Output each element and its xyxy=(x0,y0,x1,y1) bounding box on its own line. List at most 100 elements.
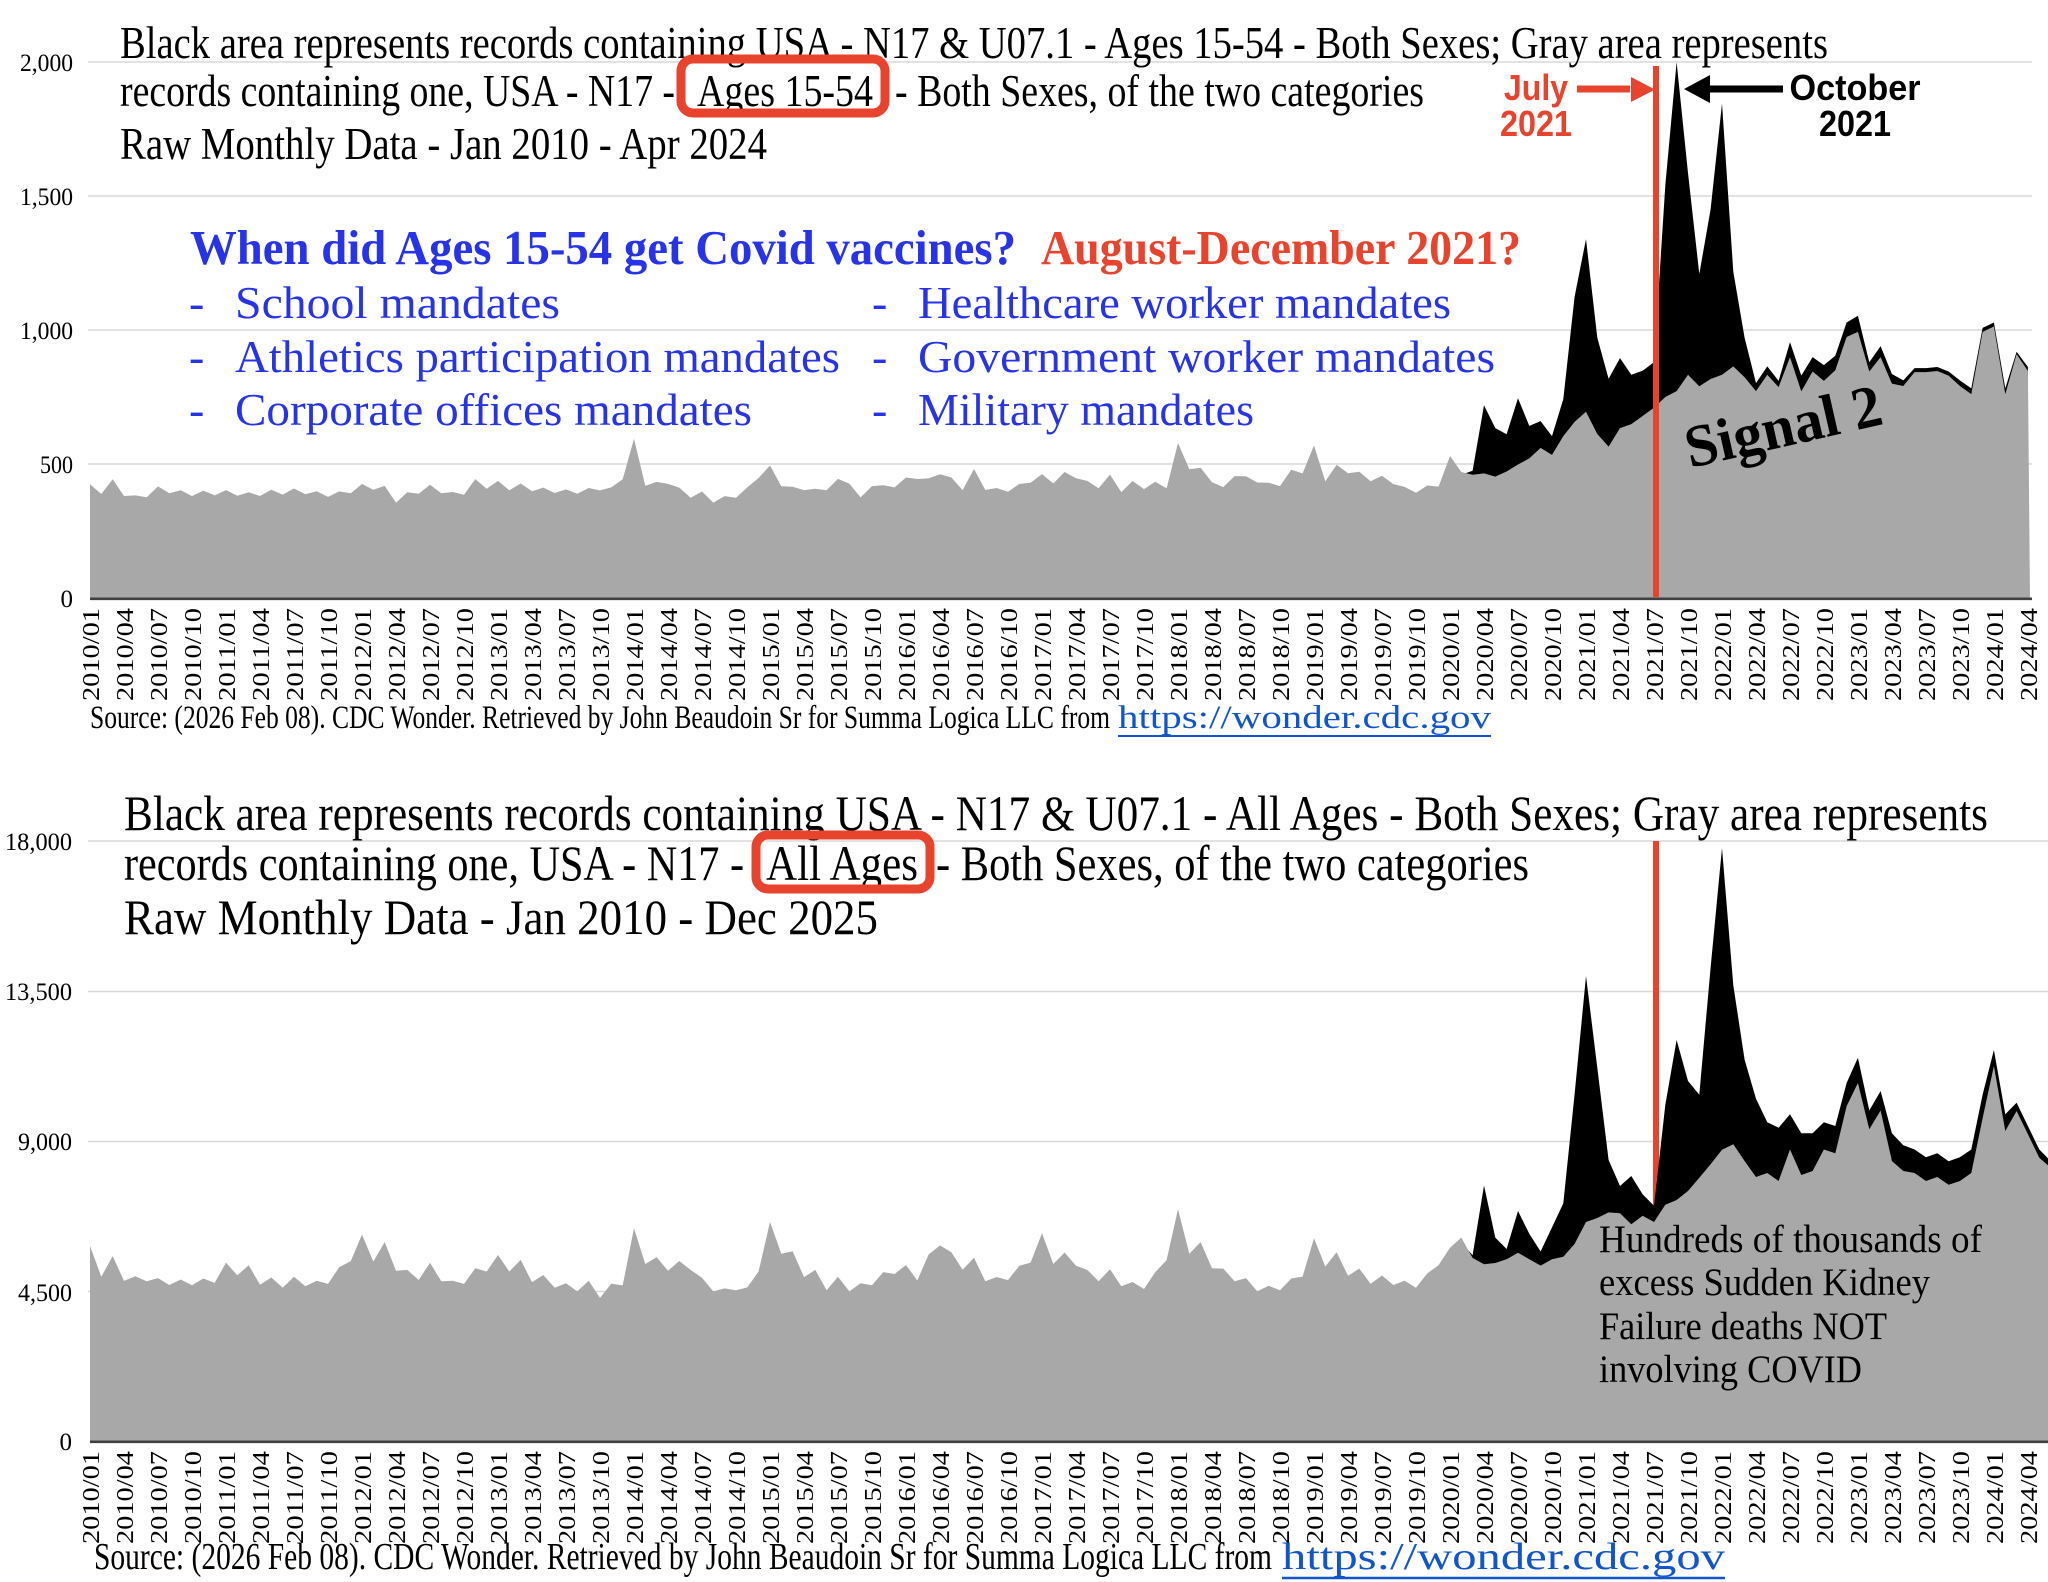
svg-text:2012/07: 2012/07 xyxy=(419,1451,445,1544)
svg-text:https://wonder.cdc.gov: https://wonder.cdc.gov xyxy=(1282,1536,1725,1578)
svg-text:2010/04: 2010/04 xyxy=(113,1451,139,1544)
svg-text:2020/04: 2020/04 xyxy=(1473,1451,1499,1544)
svg-text:2023/10: 2023/10 xyxy=(1949,1451,1975,1544)
svg-text:2013/07: 2013/07 xyxy=(555,1451,581,1544)
svg-text:2021: 2021 xyxy=(1819,103,1891,144)
svg-text:2021/01: 2021/01 xyxy=(1575,608,1601,701)
svg-text:2014/04: 2014/04 xyxy=(657,608,683,701)
svg-text:2012/04: 2012/04 xyxy=(385,608,411,701)
svg-text:2020/07: 2020/07 xyxy=(1507,608,1533,701)
svg-text:2022/01: 2022/01 xyxy=(1711,608,1737,701)
svg-text:0: 0 xyxy=(60,1429,73,1456)
svg-text:2023/01: 2023/01 xyxy=(1847,608,1873,701)
svg-text:2024/04: 2024/04 xyxy=(2017,608,2043,701)
svg-text:2019/07: 2019/07 xyxy=(1371,1451,1397,1544)
svg-text:2020/04: 2020/04 xyxy=(1473,608,1499,701)
svg-text:2012/10: 2012/10 xyxy=(453,1451,479,1544)
svg-text:2015/10: 2015/10 xyxy=(861,1451,887,1544)
svg-text:2024/01: 2024/01 xyxy=(1983,608,2009,701)
svg-text:2012/04: 2012/04 xyxy=(385,1451,411,1544)
svg-text:2016/10: 2016/10 xyxy=(997,608,1023,701)
svg-text:2012/10: 2012/10 xyxy=(453,608,479,701)
svg-text:- Both Sexes, of the two categ: - Both Sexes, of the two categories xyxy=(895,66,1424,116)
svg-text:2010/10: 2010/10 xyxy=(181,1451,207,1544)
svg-text:Source: (2026 Feb 08). CDC Won: Source: (2026 Feb 08). CDC Wonder. Retri… xyxy=(90,700,1110,736)
svg-text:2019/01: 2019/01 xyxy=(1303,1451,1329,1544)
svg-text:2022/07: 2022/07 xyxy=(1779,608,1805,701)
svg-text:-: - xyxy=(872,277,887,328)
svg-text:2019/10: 2019/10 xyxy=(1405,1451,1431,1544)
svg-text:2021/10: 2021/10 xyxy=(1677,608,1703,701)
svg-text:2,000: 2,000 xyxy=(20,50,73,77)
svg-text:2018/10: 2018/10 xyxy=(1269,1451,1295,1544)
svg-text:2023/04: 2023/04 xyxy=(1881,1451,1907,1544)
svg-text:2015/07: 2015/07 xyxy=(827,1451,853,1544)
svg-text:2017/04: 2017/04 xyxy=(1065,1451,1091,1544)
svg-text:2016/01: 2016/01 xyxy=(895,608,921,701)
svg-text:2022/10: 2022/10 xyxy=(1813,1451,1839,1544)
svg-text:2016/04: 2016/04 xyxy=(929,608,955,701)
svg-text:2018/01: 2018/01 xyxy=(1167,608,1193,701)
svg-text:2014/07: 2014/07 xyxy=(691,1451,717,1544)
svg-text:2013/04: 2013/04 xyxy=(521,608,547,701)
svg-text:2021/07: 2021/07 xyxy=(1643,608,1669,701)
svg-text:2012/07: 2012/07 xyxy=(419,608,445,701)
svg-text:2016/04: 2016/04 xyxy=(929,1451,955,1544)
svg-text:2013/07: 2013/07 xyxy=(555,608,581,701)
svg-text:2021/04: 2021/04 xyxy=(1609,608,1635,701)
svg-text:2011/01: 2011/01 xyxy=(215,1451,241,1544)
svg-text:July: July xyxy=(1504,67,1568,108)
svg-text:Failure deaths NOT: Failure deaths NOT xyxy=(1599,1305,1887,1348)
svg-text:0: 0 xyxy=(61,586,74,613)
svg-text:2013/01: 2013/01 xyxy=(487,1451,513,1544)
svg-text:2014/01: 2014/01 xyxy=(623,1451,649,1544)
svg-text:2022/01: 2022/01 xyxy=(1711,1451,1737,1544)
svg-text:2014/10: 2014/10 xyxy=(725,608,751,701)
svg-text:-: - xyxy=(189,384,204,435)
svg-text:2010/01: 2010/01 xyxy=(79,608,105,701)
svg-text:School mandates: School mandates xyxy=(235,277,560,328)
svg-text:500: 500 xyxy=(40,452,73,479)
svg-text:1,000: 1,000 xyxy=(20,318,73,345)
svg-text:2015/07: 2015/07 xyxy=(827,608,853,701)
svg-text:1,500: 1,500 xyxy=(20,184,73,211)
svg-text:2019/04: 2019/04 xyxy=(1337,1451,1363,1544)
svg-text:2023/10: 2023/10 xyxy=(1949,608,1975,701)
svg-text:2017/07: 2017/07 xyxy=(1099,608,1125,701)
svg-text:2013/04: 2013/04 xyxy=(521,1451,547,1544)
svg-text:2019/01: 2019/01 xyxy=(1303,608,1329,701)
svg-text:2021/04: 2021/04 xyxy=(1609,1451,1635,1544)
svg-text:-: - xyxy=(872,331,887,382)
svg-text:2011/07: 2011/07 xyxy=(283,608,309,701)
svg-text:2022/10: 2022/10 xyxy=(1813,608,1839,701)
svg-text:2018/04: 2018/04 xyxy=(1201,1451,1227,1544)
svg-text:involving COVID: involving COVID xyxy=(1599,1348,1862,1391)
svg-text:2014/07: 2014/07 xyxy=(691,608,717,701)
svg-text:Corporate offices mandates: Corporate offices mandates xyxy=(235,384,752,435)
svg-text:https://wonder.cdc.gov: https://wonder.cdc.gov xyxy=(1118,700,1492,736)
svg-text:2017/04: 2017/04 xyxy=(1065,608,1091,701)
svg-text:-: - xyxy=(189,277,204,328)
svg-text:2016/07: 2016/07 xyxy=(963,1451,989,1544)
svg-text:4,500: 4,500 xyxy=(18,1280,72,1307)
svg-text:2014/01: 2014/01 xyxy=(623,608,649,701)
svg-text:2014/04: 2014/04 xyxy=(657,1451,683,1544)
svg-text:August-December 2021?: August-December 2021? xyxy=(1041,220,1521,275)
svg-text:Raw Monthly Data - Jan 2010 -: Raw Monthly Data - Jan 2010 - Apr 2024 xyxy=(120,119,767,169)
svg-text:2011/01: 2011/01 xyxy=(215,608,241,701)
svg-text:2018/10: 2018/10 xyxy=(1269,608,1295,701)
svg-text:2015/01: 2015/01 xyxy=(759,608,785,701)
svg-text:2022/07: 2022/07 xyxy=(1779,1451,1805,1544)
svg-text:2016/01: 2016/01 xyxy=(895,1451,921,1544)
svg-text:2021: 2021 xyxy=(1500,103,1572,144)
svg-text:- Both Sexes, of the two categ: - Both Sexes, of the two categories xyxy=(936,835,1529,891)
svg-text:2011/10: 2011/10 xyxy=(317,1451,343,1544)
svg-text:2015/01: 2015/01 xyxy=(759,1451,785,1544)
svg-text:-: - xyxy=(189,331,204,382)
svg-text:2023/01: 2023/01 xyxy=(1847,1451,1873,1544)
svg-text:2011/04: 2011/04 xyxy=(249,608,275,701)
svg-text:2020/10: 2020/10 xyxy=(1541,608,1567,701)
svg-text:2016/07: 2016/07 xyxy=(963,608,989,701)
svg-text:2023/04: 2023/04 xyxy=(1881,608,1907,701)
svg-text:2016/10: 2016/10 xyxy=(997,1451,1023,1544)
